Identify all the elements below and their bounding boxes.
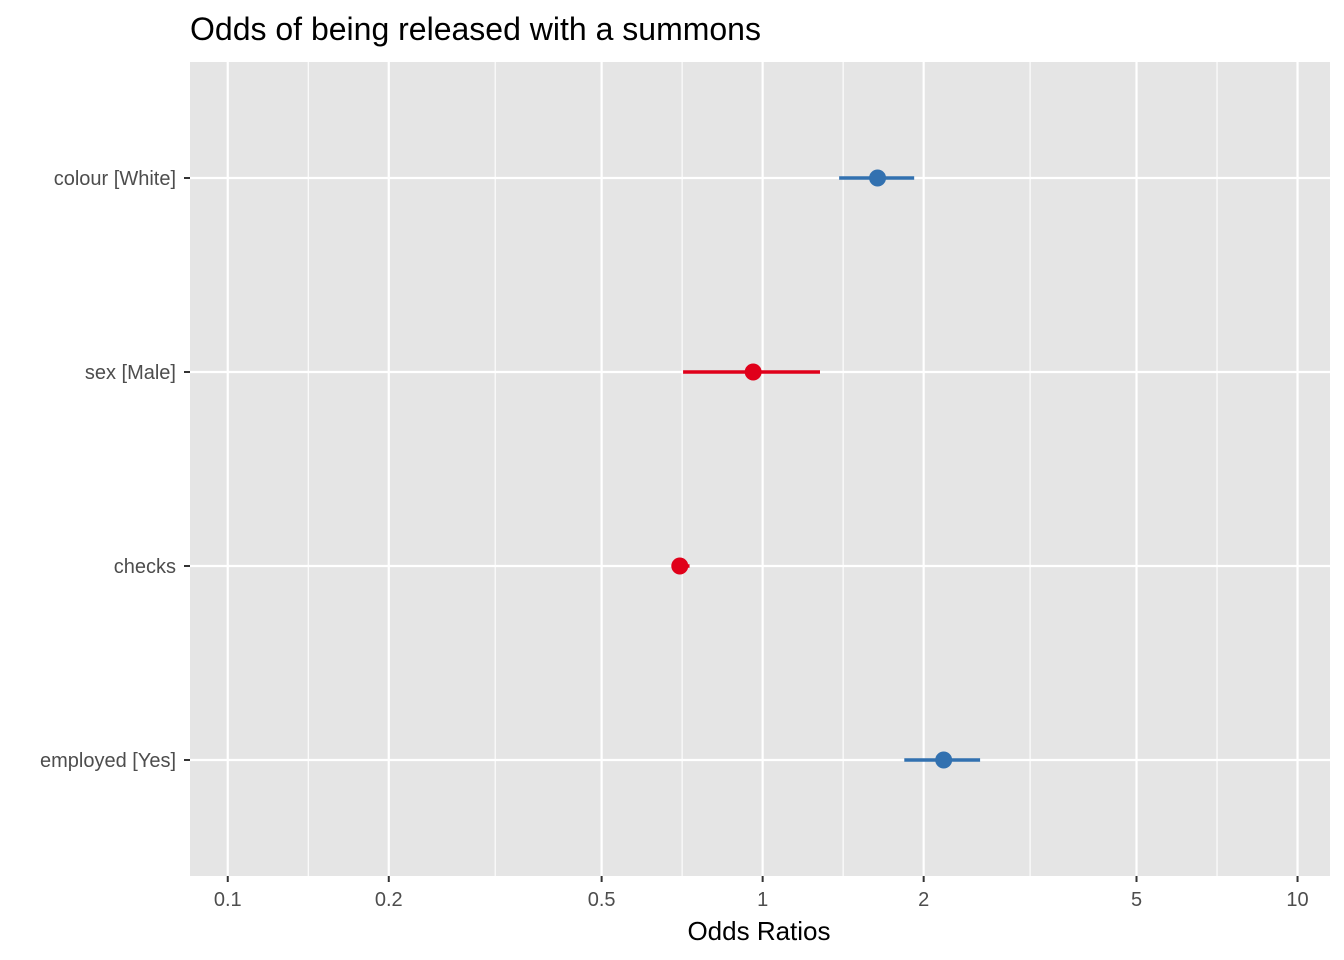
point-estimate (869, 169, 887, 187)
point-estimate (671, 557, 689, 575)
x-tick-label: 0.2 (375, 889, 403, 911)
y-tick-label: checks (114, 556, 176, 578)
x-tick-label: 0.5 (588, 889, 616, 911)
chart-title: Odds of being released with a summons (190, 11, 761, 47)
x-tick-label: 10 (1286, 889, 1308, 911)
grid-lines (190, 62, 1330, 876)
x-tick-label: 1 (757, 889, 768, 911)
plot-panel (190, 62, 1330, 876)
y-tick-label: sex [Male] (85, 362, 176, 384)
data-marks (671, 169, 981, 769)
point-estimate (935, 751, 953, 769)
point-estimate (744, 363, 762, 381)
x-axis: 0.1 0.2 0.5 1 2 5 10 (214, 876, 1309, 911)
y-tick-label: employed [Yes] (40, 750, 176, 772)
x-tick-label: 2 (918, 889, 929, 911)
x-axis-title: Odds Ratios (687, 916, 830, 946)
y-tick-label: colour [White] (54, 168, 176, 190)
y-axis: colour [White] sex [Male] checks employed [… (40, 168, 190, 772)
x-tick-label: 5 (1131, 889, 1142, 911)
x-tick-label: 0.1 (214, 889, 242, 911)
